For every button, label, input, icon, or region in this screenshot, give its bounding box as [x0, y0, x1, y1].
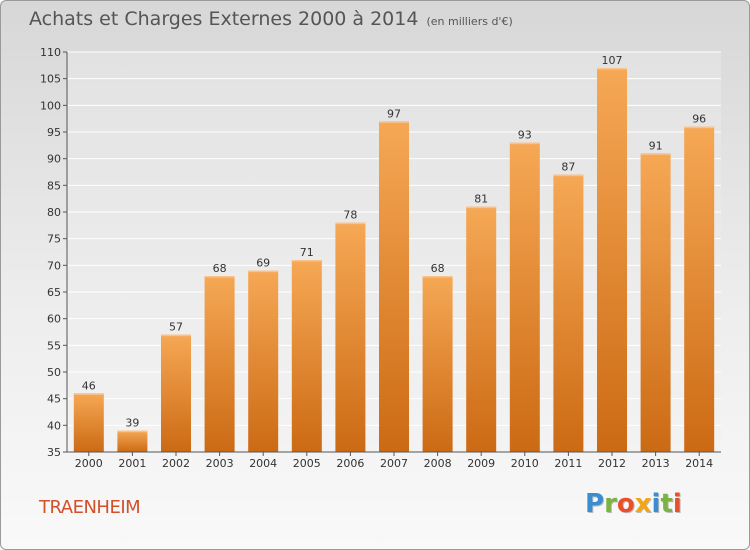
data-label: 81 — [474, 193, 488, 206]
data-label: 91 — [649, 139, 663, 152]
data-labels: 46 39 57 68 69 71 78 97 68 81 93 87 107 91 96 — [82, 54, 706, 430]
bar — [509, 142, 540, 452]
axes: 35 40 45 50 55 60 65 70 75 80 85 90 95 100 105 110 2000 2… — [40, 46, 721, 470]
x-tick-label: 2009 — [467, 457, 495, 470]
y-tick-label: 75 — [47, 233, 61, 246]
data-label: 96 — [692, 113, 706, 126]
bar-highlight — [640, 153, 671, 155]
y-tick-label: 35 — [47, 446, 61, 459]
bar-highlight — [684, 126, 715, 129]
logo-letter: o — [616, 489, 635, 519]
bar-highlight — [335, 222, 366, 225]
bar-highlight — [117, 430, 148, 433]
bar-highlight — [248, 270, 279, 273]
y-tick-label: 45 — [47, 393, 61, 406]
bar — [422, 276, 453, 452]
chart-title-text: Achats et Charges Externes 2000 à 2014 — [29, 8, 419, 30]
bar — [379, 121, 409, 452]
x-tick-label: 2011 — [554, 457, 582, 470]
x-tick-label: 2012 — [598, 457, 626, 470]
y-tick-label: 55 — [47, 339, 61, 352]
x-tick-label: 2002 — [162, 457, 190, 470]
bar — [684, 126, 715, 453]
bar-highlight — [161, 334, 191, 337]
bar-highlight — [466, 206, 497, 209]
x-tick-label: 2003 — [206, 457, 234, 470]
data-label: 68 — [213, 262, 227, 275]
bar-highlight — [422, 276, 453, 278]
bar — [161, 334, 191, 452]
x-tick-label: 2005 — [293, 457, 321, 470]
y-tick-label: 80 — [47, 206, 61, 219]
x-tick-label: 2006 — [336, 457, 364, 470]
data-label: 87 — [561, 161, 575, 174]
commune-name: TRAENHEIM — [39, 497, 141, 518]
bar-highlight — [597, 68, 627, 70]
logo-letter: P — [585, 489, 605, 519]
bar-highlight — [509, 142, 540, 145]
y-tick-label: 60 — [47, 313, 61, 326]
bar — [73, 393, 104, 452]
x-tick-label: 2010 — [511, 457, 539, 470]
data-label: 97 — [387, 107, 401, 120]
data-label: 46 — [82, 379, 96, 392]
logo-letter: i — [651, 489, 661, 519]
x-tick-label: 2008 — [424, 457, 452, 470]
y-tick-label: 100 — [40, 99, 61, 112]
bar-highlight — [73, 393, 104, 395]
data-label: 69 — [256, 257, 270, 270]
data-label: 93 — [518, 129, 532, 142]
bar — [640, 153, 671, 453]
bar — [248, 270, 279, 452]
bar-highlight — [204, 276, 235, 278]
chart-subtitle: (en milliers d'€) — [426, 15, 513, 28]
chart-title: Achats et Charges Externes 2000 à 2014 (e… — [29, 8, 513, 30]
data-label: 39 — [125, 417, 139, 430]
y-tick-label: 40 — [47, 419, 61, 432]
bar — [553, 174, 584, 452]
bar — [335, 222, 366, 452]
y-tick-label: 105 — [40, 73, 61, 86]
x-tick-label: 2014 — [685, 457, 713, 470]
data-label: 68 — [431, 262, 445, 275]
y-tick-label: 90 — [47, 153, 61, 166]
logo-letter: r — [604, 489, 617, 519]
bar-highlight — [553, 174, 584, 177]
bar-highlight — [379, 121, 409, 123]
data-label: 107 — [602, 54, 623, 67]
data-label: 78 — [343, 209, 357, 222]
y-tick-label: 85 — [47, 179, 61, 192]
x-tick-label: 2000 — [75, 457, 103, 470]
x-tick-label: 2001 — [118, 457, 146, 470]
proxiti-logo: Proxiti — [585, 489, 682, 519]
y-tick-label: 95 — [47, 126, 61, 139]
x-tick-label: 2004 — [249, 457, 277, 470]
bar — [117, 430, 148, 452]
logo-letter: x — [634, 489, 652, 519]
y-tick-label: 65 — [47, 286, 61, 299]
logo-letter: i — [672, 489, 682, 519]
bars — [73, 68, 715, 453]
x-tick-label: 2007 — [380, 457, 408, 470]
bar-highlight — [291, 260, 322, 262]
data-label: 57 — [169, 321, 183, 334]
bar — [204, 276, 235, 452]
x-tick-label: 2013 — [642, 457, 670, 470]
y-tick-label: 110 — [40, 46, 61, 59]
bar — [597, 68, 627, 452]
y-tick-label: 70 — [47, 259, 61, 272]
bar — [466, 206, 497, 452]
logo-letter: t — [660, 489, 673, 519]
data-label: 71 — [300, 246, 314, 259]
bar — [291, 260, 322, 452]
y-tick-label: 50 — [47, 366, 61, 379]
